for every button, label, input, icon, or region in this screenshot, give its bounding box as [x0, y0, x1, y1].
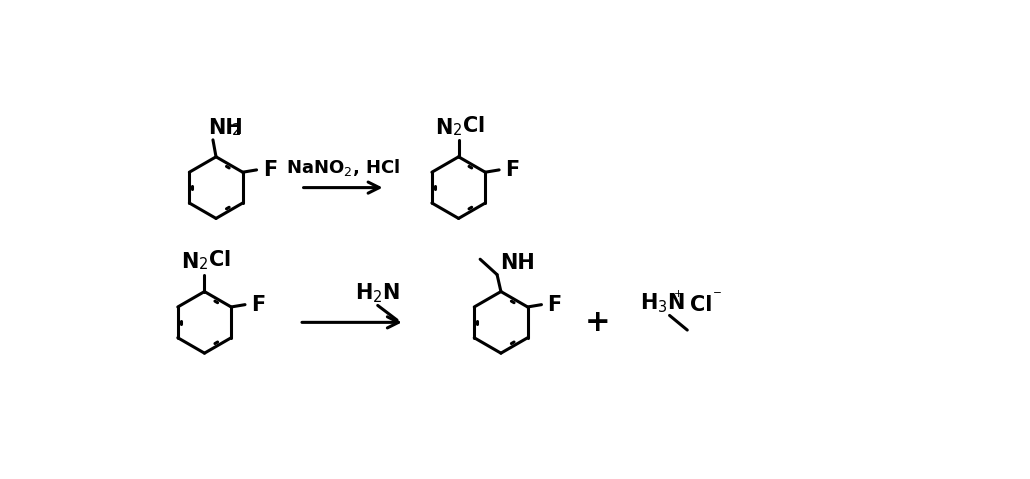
- Text: Cl: Cl: [689, 296, 712, 316]
- Text: F: F: [251, 295, 266, 315]
- Text: H$_3$N: H$_3$N: [640, 291, 685, 315]
- Text: F: F: [548, 295, 562, 315]
- Text: $^+$: $^+$: [672, 289, 683, 304]
- Text: $_2$Cl: $_2$Cl: [452, 114, 485, 137]
- Text: N: N: [181, 252, 199, 272]
- Text: N: N: [435, 117, 452, 137]
- Text: $^-$: $^-$: [711, 290, 722, 305]
- Text: +: +: [584, 308, 610, 337]
- Text: $_2$Cl: $_2$Cl: [199, 249, 231, 272]
- Text: NaNO$_2$, HCl: NaNO$_2$, HCl: [286, 158, 401, 178]
- Text: NH: NH: [501, 253, 535, 273]
- Text: F: F: [506, 160, 519, 180]
- Text: $_2$: $_2$: [232, 117, 241, 137]
- Text: H$_2$N: H$_2$N: [354, 281, 400, 305]
- Text: NH: NH: [208, 117, 243, 137]
- Text: F: F: [263, 160, 277, 180]
